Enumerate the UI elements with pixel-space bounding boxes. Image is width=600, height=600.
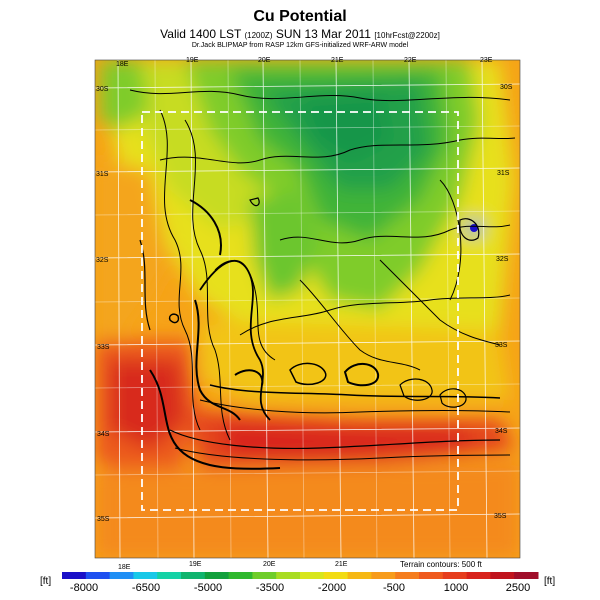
lat-label: 30S (500, 84, 513, 91)
colorbar-tick-label: 2500 (506, 582, 530, 594)
valid-time: Valid 1400 LST (160, 27, 242, 41)
lat-label: 31S (96, 171, 109, 178)
lon-labels-top: 18E 19E 20E 21E 22E 23E (116, 57, 493, 68)
colorbar-swatch (347, 572, 372, 579)
lon-label: 21E (331, 57, 344, 64)
lat-label: 31S (497, 170, 510, 177)
lat-label: 34S (97, 431, 110, 438)
lat-label: 30S (96, 86, 109, 93)
lat-label: 33S (495, 342, 508, 349)
lat-label: 34S (495, 428, 508, 435)
colorbar-tick-label: -6500 (132, 582, 160, 594)
model-caption: Dr.Jack BLIPMAP from RASP 12km GFS-initi… (191, 42, 409, 49)
colorbar-tick-label: -500 (383, 582, 405, 594)
colorbar-swatch (252, 572, 277, 579)
map-subtitle: Valid 1400 LST (1200Z) SUN 13 Mar 2011 [… (0, 27, 600, 41)
colorbar-tick-label: -3500 (256, 582, 284, 594)
lon-label: 19E (189, 561, 202, 568)
colorbar-swatch (228, 572, 253, 579)
colorbar-unit-left: [ft] (40, 576, 51, 587)
colorbar-ticks: -8000 -6500 -5000 -3500 -2000 -500 1000 2500 (70, 582, 530, 594)
colorbar-swatch (62, 572, 87, 579)
lon-label: 20E (263, 561, 276, 568)
lon-label: 19E (186, 57, 199, 64)
cu-potential-field (95, 60, 520, 558)
colorbar-tick-label: -2000 (318, 582, 346, 594)
colorbar-swatch (371, 572, 396, 579)
colorbar-swatch (85, 572, 111, 579)
map-frame (94, 59, 521, 559)
lat-label: 35S (494, 513, 507, 520)
lat-labels-left: 30S 31S 32S 33S 34S 35S (96, 86, 110, 523)
colorbar-swatch (300, 572, 325, 579)
map-title: Cu Potential (253, 8, 347, 25)
lat-label: 33S (97, 344, 110, 351)
lon-labels-bottom: 18E 19E 20E 21E (118, 561, 348, 571)
lon-label: 18E (118, 564, 131, 571)
lat-label: 35S (97, 516, 110, 523)
lat-label: 32S (96, 257, 109, 264)
colorbar-swatch (109, 572, 134, 579)
colorbar-swatch (395, 572, 420, 579)
colorbar-tick-label: -8000 (70, 582, 98, 594)
colorbar-tick-label: -5000 (194, 582, 222, 594)
colorbar-swatch (419, 572, 444, 579)
domain-boundary (141, 111, 459, 511)
colorbar-swatch (133, 572, 158, 579)
colorbar (62, 572, 539, 579)
colorbar-swatch (323, 572, 349, 579)
lon-label: 21E (335, 561, 348, 568)
valid-date: SUN 13 Mar 2011 (275, 27, 371, 41)
terrain-note: Terrain contours: 500 ft (400, 560, 483, 569)
colorbar-tick-label: 1000 (444, 582, 468, 594)
colorbar-swatch (157, 572, 182, 579)
lon-label: 23E (480, 57, 493, 64)
utc-time: (1200Z) (244, 31, 273, 40)
colorbar-swatch (442, 572, 468, 579)
colorbar-swatch (514, 572, 539, 579)
lat-labels-right: 30S 31S 32S 33S 34S 35S (494, 84, 513, 520)
lon-label: 18E (116, 61, 129, 68)
forecast-info: [10hrFcst@2200z] (374, 31, 440, 40)
colorbar-swatch (181, 572, 206, 579)
lon-label: 22E (404, 57, 417, 64)
colorbar-unit-right: [ft] (544, 576, 555, 587)
colorbar-swatch (204, 572, 230, 579)
colorbar-swatch (490, 572, 515, 579)
graticule (95, 60, 520, 558)
lon-label: 20E (258, 57, 271, 64)
colorbar-swatch (466, 572, 491, 579)
lat-label: 32S (496, 256, 509, 263)
colorbar-swatch (276, 572, 301, 579)
